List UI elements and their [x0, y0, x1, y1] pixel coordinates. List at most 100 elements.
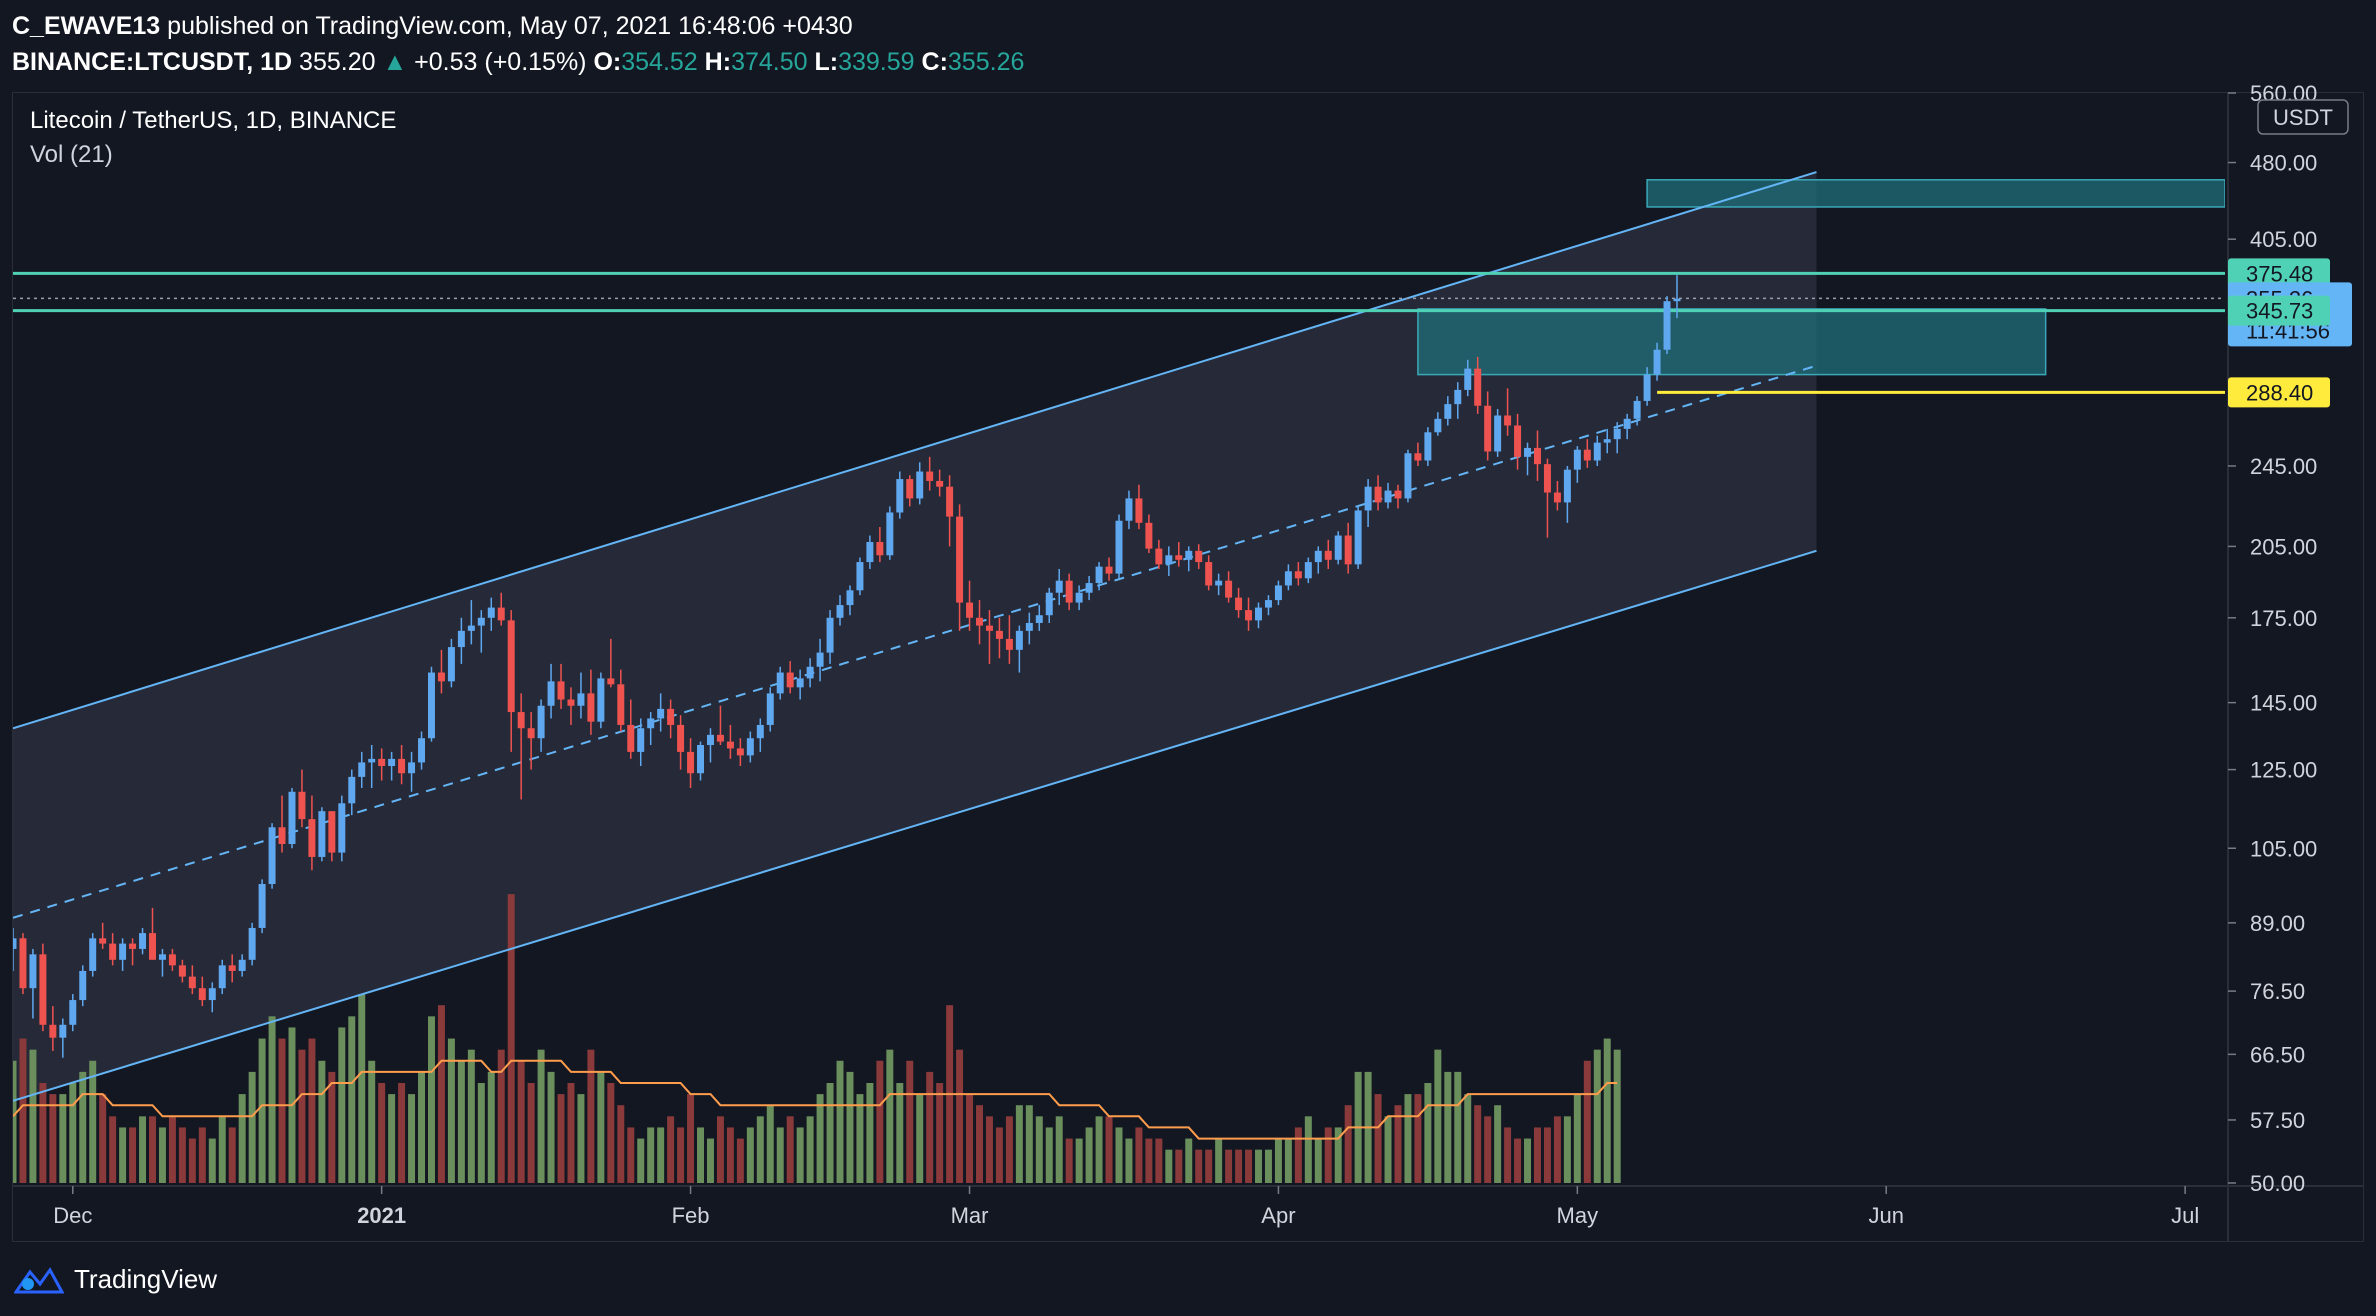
- volume-bar: [467, 1049, 475, 1183]
- candle-body: [1474, 368, 1482, 406]
- volume-bar: [99, 1094, 107, 1183]
- volume-bar: [677, 1127, 685, 1183]
- close-value: 355.26: [947, 48, 1025, 76]
- candle-body: [427, 672, 435, 739]
- volume-bar: [258, 1038, 266, 1183]
- publish-header: C_EWAVE13 published on TradingView.com, …: [12, 8, 1024, 80]
- volume-bar: [1215, 1138, 1223, 1183]
- volume-bar: [29, 1049, 37, 1183]
- candle-body: [1085, 583, 1093, 593]
- volume-bar: [926, 1071, 934, 1183]
- volume-bar: [338, 1027, 346, 1183]
- volume-bar: [1105, 1116, 1113, 1183]
- volume-bar: [298, 1049, 306, 1183]
- candle-body: [437, 672, 445, 682]
- volume-bar: [238, 1094, 246, 1183]
- candle-body: [597, 678, 605, 722]
- legend-title[interactable]: Litecoin / TetherUS, 1D, BINANCE: [30, 107, 397, 134]
- candle-body: [39, 954, 47, 1025]
- candle-body: [1404, 453, 1412, 499]
- volume-bar: [1115, 1127, 1123, 1183]
- candle-body: [1533, 447, 1541, 465]
- volume-bar: [1603, 1038, 1611, 1183]
- candle-body: [1364, 486, 1372, 511]
- candle-body: [1514, 425, 1522, 457]
- volume-bar: [358, 994, 366, 1183]
- candle-body: [1105, 566, 1113, 574]
- candle-body: [328, 811, 336, 853]
- volume-bar: [846, 1071, 854, 1183]
- candle-body: [1613, 428, 1621, 440]
- volume-bar: [697, 1127, 705, 1183]
- candle-body: [1304, 562, 1312, 579]
- close-label: C:: [921, 48, 948, 76]
- candle-body: [29, 954, 37, 989]
- volume-bar: [1543, 1127, 1551, 1183]
- volume-bar: [378, 1083, 386, 1183]
- candle-body: [1434, 418, 1442, 433]
- volume-bar: [537, 1049, 545, 1183]
- candle-body: [238, 959, 246, 971]
- candle-body: [577, 693, 585, 706]
- last-price: 355.20: [299, 48, 376, 76]
- author-name[interactable]: C_EWAVE13: [12, 12, 161, 40]
- volume-bar: [1195, 1149, 1203, 1183]
- volume-bar: [647, 1127, 655, 1183]
- volume-bar: [1255, 1149, 1262, 1183]
- channel-lower-line: [13, 549, 1817, 1102]
- candle-body: [79, 970, 87, 1001]
- volume-bar: [408, 1094, 416, 1183]
- candle-body: [49, 1024, 57, 1038]
- chart-frame[interactable]: [12, 92, 2364, 1242]
- volume-bar: [1225, 1149, 1233, 1183]
- volume-ma-line: [13, 1059, 1618, 1140]
- volume-bar: [786, 1116, 794, 1183]
- candle-body: [826, 617, 834, 653]
- x-tick-label: May: [1557, 1203, 1599, 1228]
- price-label-level-box: [2228, 258, 2330, 289]
- candle-body: [59, 1024, 67, 1038]
- volume-bar: [1125, 1138, 1133, 1183]
- volume-bar: [1404, 1094, 1412, 1183]
- volume-bar: [1135, 1127, 1143, 1183]
- candle-body: [846, 590, 854, 606]
- candle-body: [1065, 580, 1073, 603]
- volume-bar: [1414, 1094, 1422, 1183]
- volume-bar: [687, 1094, 695, 1183]
- volume-bar: [328, 1071, 336, 1183]
- volume-bar: [527, 1083, 535, 1183]
- candle-body: [1354, 510, 1362, 565]
- candle-body: [816, 652, 824, 667]
- volume-bar: [1524, 1138, 1532, 1183]
- volume-bar: [1145, 1138, 1153, 1183]
- candle-body: [178, 965, 186, 977]
- volume-bar: [168, 1116, 176, 1183]
- volume-bar: [477, 1083, 485, 1183]
- volume-bar: [746, 1127, 754, 1183]
- volume-bar: [1284, 1138, 1292, 1183]
- volume-bar: [198, 1127, 206, 1183]
- candle-body: [1095, 566, 1103, 584]
- volume-bar: [228, 1127, 236, 1183]
- candle-body: [139, 933, 147, 949]
- volume-bar: [916, 1094, 924, 1183]
- candle-body: [1314, 550, 1322, 563]
- legend-volume[interactable]: Vol (21): [30, 141, 113, 168]
- volume-bar: [1245, 1149, 1253, 1183]
- candle-body: [617, 684, 625, 725]
- candle-body: [537, 705, 545, 739]
- candle-body: [1294, 571, 1302, 579]
- x-tick-label: Apr: [1261, 1203, 1295, 1228]
- candle-body: [1673, 298, 1681, 302]
- candle-body: [1344, 535, 1352, 565]
- open-label: O:: [593, 48, 622, 76]
- candle-body: [866, 542, 874, 563]
- candle-body: [1454, 389, 1462, 405]
- candle-body: [13, 938, 17, 949]
- volume-bar: [906, 1060, 914, 1183]
- y-tick-label: 105.00: [2250, 836, 2317, 861]
- candle-body: [149, 933, 156, 960]
- volume-bar: [716, 1116, 724, 1183]
- volume-bar: [178, 1127, 186, 1183]
